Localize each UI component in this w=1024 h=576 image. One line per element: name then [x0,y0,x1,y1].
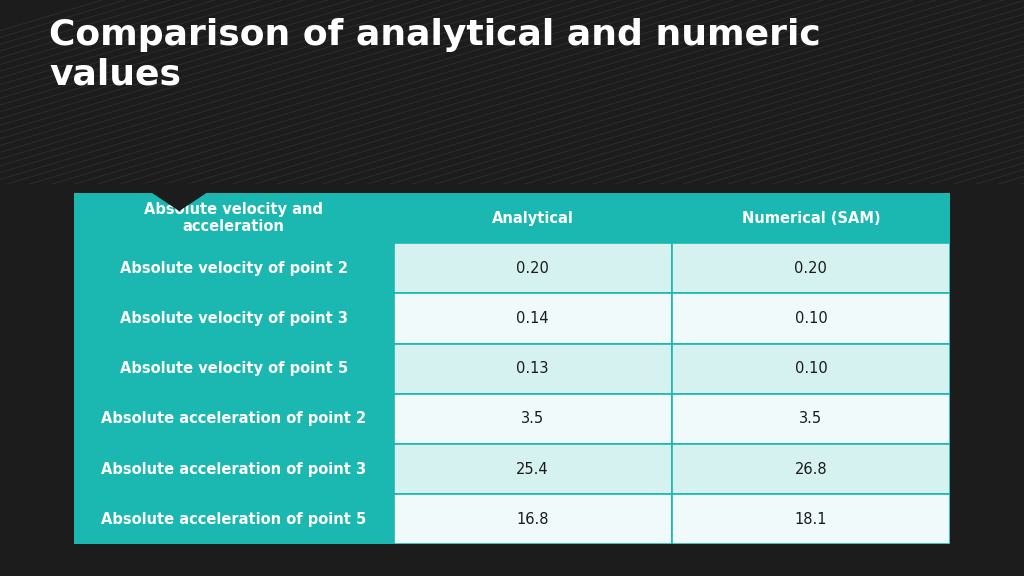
Bar [74,293,393,343]
Bar [74,444,393,494]
Text: Absolute acceleration of point 5: Absolute acceleration of point 5 [101,511,367,526]
Text: 25.4: 25.4 [516,461,549,476]
Text: 0.13: 0.13 [516,361,549,376]
Text: Absolute velocity of point 3: Absolute velocity of point 3 [120,311,348,326]
Text: 3.5: 3.5 [521,411,544,426]
Text: 26.8: 26.8 [795,461,827,476]
Text: 16.8: 16.8 [516,511,549,526]
Bar [393,243,672,293]
Bar [74,394,393,444]
Text: Analytical: Analytical [492,211,573,226]
Bar [74,243,393,293]
Text: Numerical (SAM): Numerical (SAM) [741,211,881,226]
Bar [672,394,950,444]
Bar [672,444,950,494]
Text: 18.1: 18.1 [795,511,827,526]
Bar [393,494,672,544]
Text: 0.10: 0.10 [795,361,827,376]
Bar [74,494,393,544]
Text: 0.20: 0.20 [516,261,549,276]
Bar [393,444,672,494]
Text: Comparison of analytical and numeric
values: Comparison of analytical and numeric val… [49,18,821,92]
Bar [74,193,393,243]
Bar [672,343,950,394]
Bar [393,193,672,243]
Bar [393,343,672,394]
Text: 0.20: 0.20 [795,261,827,276]
Bar [393,293,672,343]
Text: Absolute acceleration of point 3: Absolute acceleration of point 3 [101,461,367,476]
Text: Absolute velocity of point 5: Absolute velocity of point 5 [120,361,348,376]
Text: 0.14: 0.14 [516,311,549,326]
Bar [672,494,950,544]
Text: Absolute velocity and
acceleration: Absolute velocity and acceleration [144,202,324,234]
Text: Absolute acceleration of point 2: Absolute acceleration of point 2 [101,411,367,426]
Bar [672,193,950,243]
Bar [74,343,393,394]
Bar [393,394,672,444]
Text: 3.5: 3.5 [800,411,822,426]
Bar [672,293,950,343]
Text: 0.10: 0.10 [795,311,827,326]
Bar [672,243,950,293]
Polygon shape [140,184,218,210]
Text: Absolute velocity of point 2: Absolute velocity of point 2 [120,261,348,276]
